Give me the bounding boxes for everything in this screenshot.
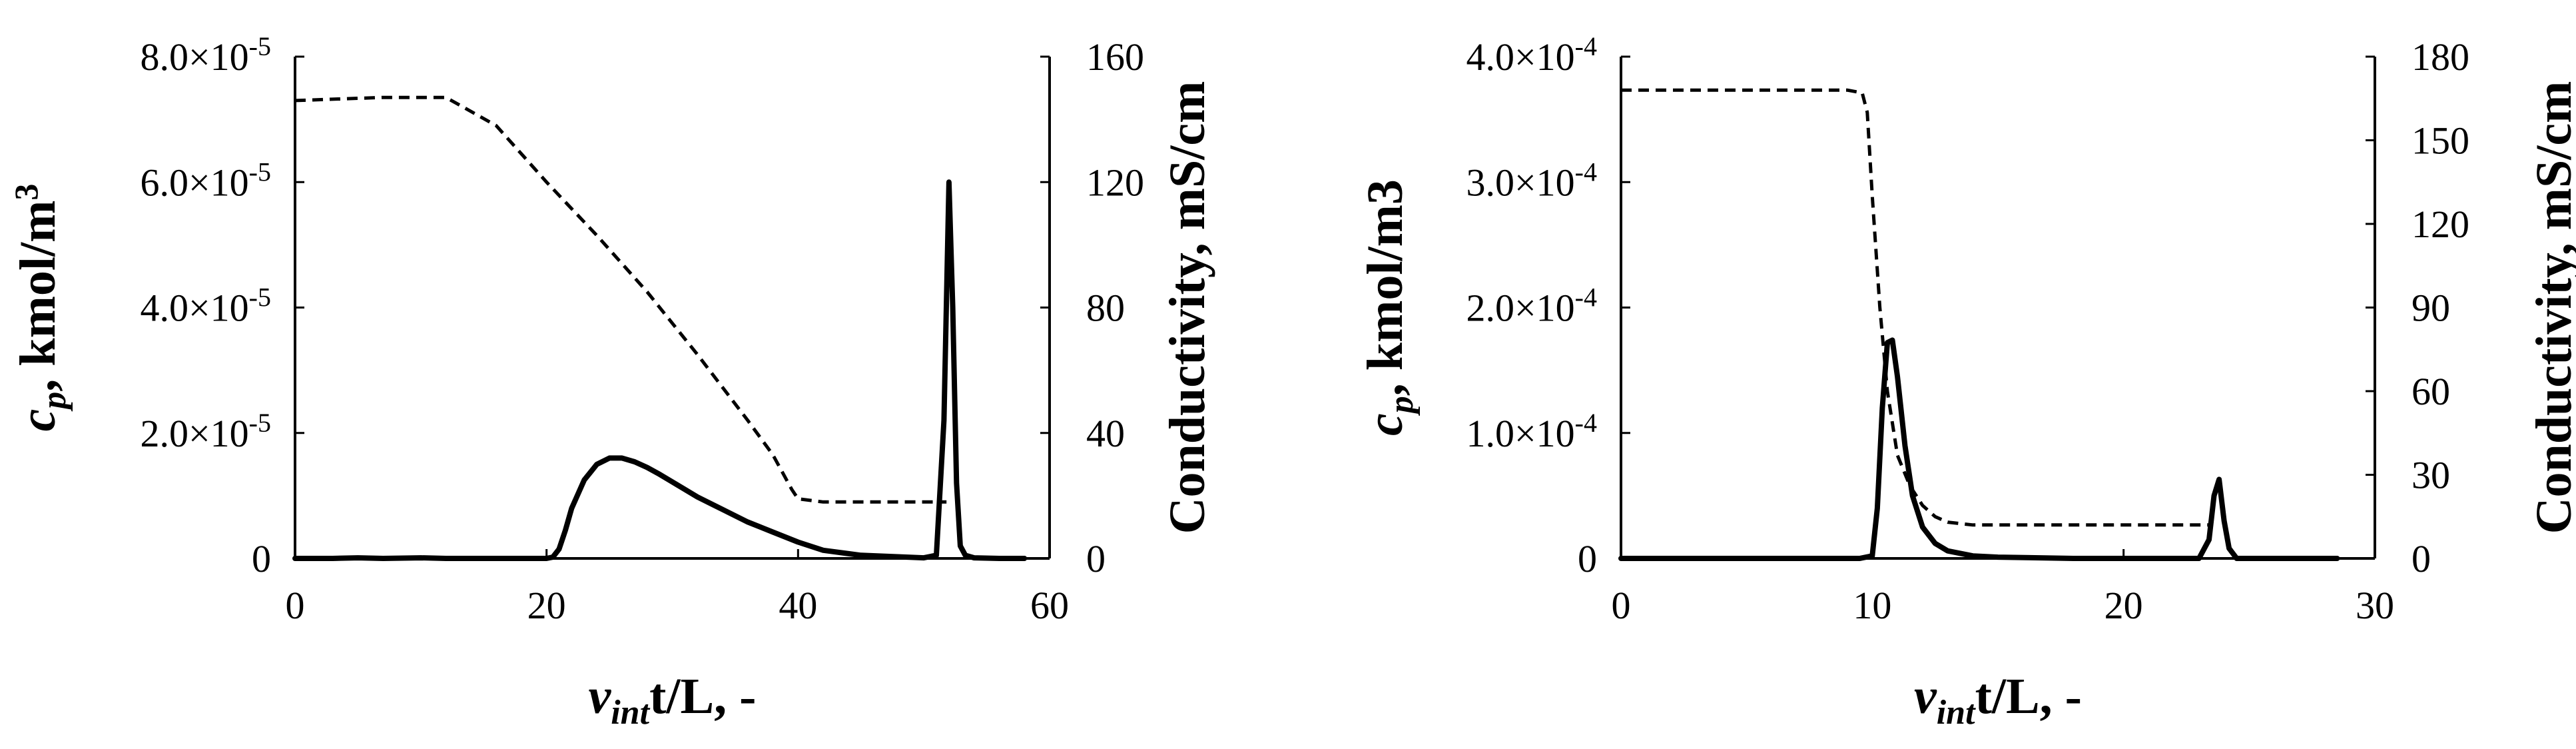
y-left-tick-label: 0 xyxy=(252,537,271,580)
y-left-tick-label: 4.0×10-5 xyxy=(140,283,271,330)
x-tick-label: 20 xyxy=(2104,584,2143,627)
concentration-series-line xyxy=(292,179,1028,561)
y-right-tick-label: 120 xyxy=(2412,203,2469,246)
y-right-tick-label: 80 xyxy=(1086,287,1125,330)
x-tick-label: 0 xyxy=(1612,584,1631,627)
y-right-tick-label: 0 xyxy=(1086,537,1106,580)
y-right-tick-label: 150 xyxy=(2412,119,2469,163)
x-tick-label: 0 xyxy=(286,584,305,627)
x-tick-label: 10 xyxy=(1853,584,1891,627)
y-right-axis-label: Conductivity, mS/cm xyxy=(1159,81,1215,534)
x-axis-label: vintt/L, - xyxy=(589,668,757,732)
y-left-tick-label: 6.0×10-5 xyxy=(140,157,271,204)
concentration-series-line xyxy=(1618,337,2340,561)
y-right-axis-label: Conductivity, mS/cm xyxy=(2526,81,2576,534)
y-left-tick-label: 2.0×10-4 xyxy=(1466,283,1597,330)
conductivity-series-line xyxy=(1621,88,2212,527)
y-right-tick-label: 40 xyxy=(1086,412,1125,455)
y-right-tick-label: 60 xyxy=(2412,370,2450,413)
y-left-tick-label: 8.0×10-5 xyxy=(140,31,271,79)
x-tick-label: 40 xyxy=(779,584,817,627)
y-left-tick-label: 4.0×10-4 xyxy=(1466,31,1597,79)
y-right-tick-label: 30 xyxy=(2412,454,2450,497)
y-left-tick-label: 1.0×10-4 xyxy=(1466,408,1597,455)
x-tick-label: 60 xyxy=(1030,584,1069,627)
y-right-tick-label: 180 xyxy=(2412,35,2469,79)
y-right-tick-label: 160 xyxy=(1086,35,1144,79)
y-left-axis-label: cp, kmol/m3 xyxy=(7,184,73,432)
y-right-tick-label: 90 xyxy=(2412,287,2450,330)
y-left-tick-label: 2.0×10-5 xyxy=(140,408,271,455)
chart-panel-2: 0 10 20 30 0 1.0×10-4 2.0×10-4 3.0×10-4 4.0×10-4… xyxy=(1357,31,2576,732)
x-tick-label: 30 xyxy=(2356,584,2394,627)
x-tick-label: 20 xyxy=(527,584,566,627)
chart-panel-1: 0 20 40 60 0 2.0×10-5 4.0×10-5 6.0×10-5 8.0×10-5… xyxy=(7,31,1215,732)
y-right-tick-label: 0 xyxy=(2412,537,2431,580)
y-right-tick-label: 120 xyxy=(1086,161,1144,204)
y-left-tick-label: 0 xyxy=(1578,537,1597,580)
y-left-tick-label: 3.0×10-4 xyxy=(1466,157,1597,204)
y-left-axis-label: cp, kmol/m3 xyxy=(1357,179,1421,436)
conductivity-series-line xyxy=(294,95,947,504)
x-axis-label: vintt/L, - xyxy=(1914,668,2082,732)
